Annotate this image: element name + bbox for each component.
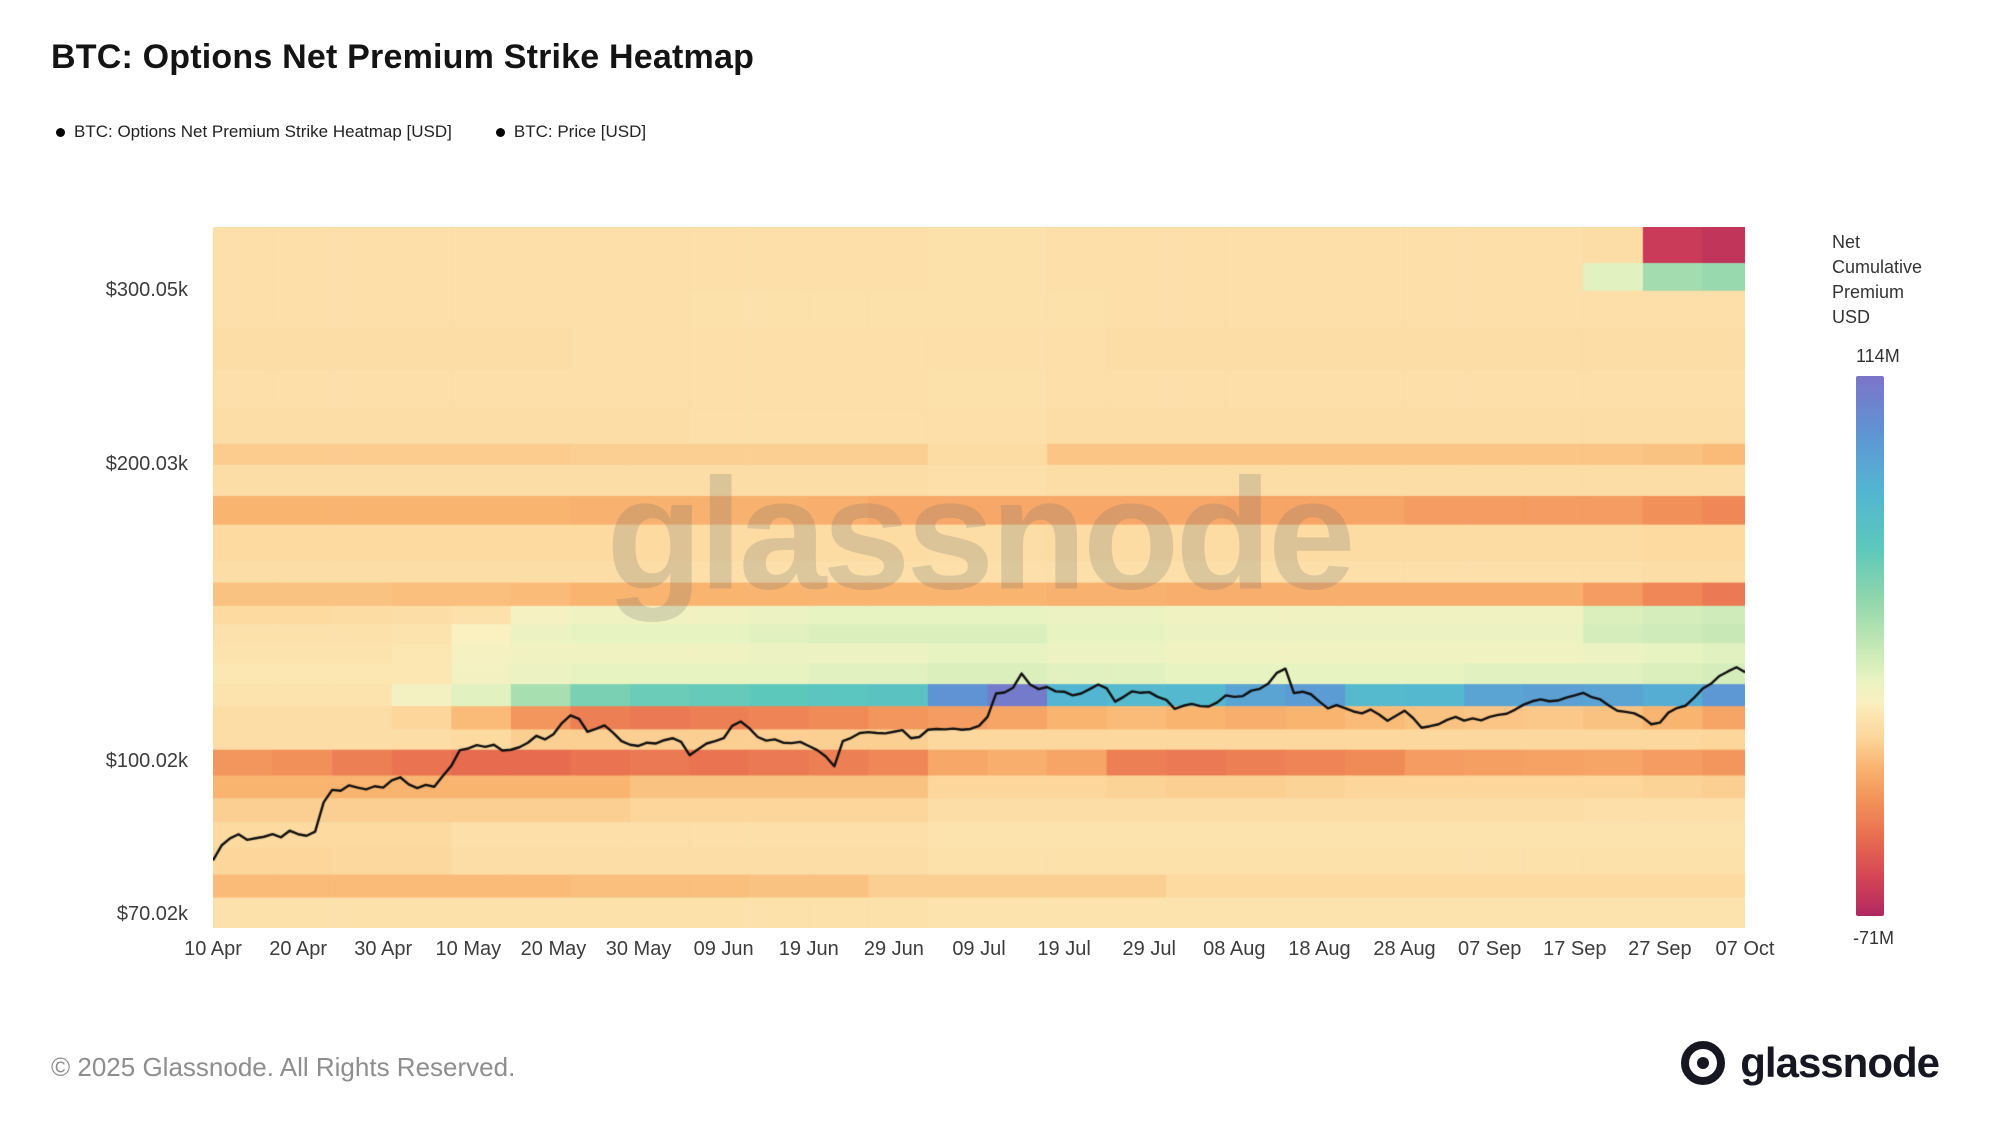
- x-tick-label: 20 Apr: [269, 938, 328, 960]
- x-tick-label: 07 Oct: [1715, 938, 1775, 960]
- legend-marker-icon: [495, 127, 505, 137]
- legend: BTC: Options Net Premium Strike Heatmap …: [56, 122, 646, 142]
- heatmap-canvas[interactable]: [213, 227, 1745, 928]
- colorbar-min-label: -71M: [1853, 928, 1895, 948]
- x-tick-label: 20 May: [520, 938, 587, 960]
- colorbar-title-line: Premium: [1832, 282, 1905, 302]
- plot-area: glassnode: [213, 227, 1745, 928]
- x-tick-label: 17 Sep: [1543, 938, 1607, 960]
- colorbar-title: Net Cumulative Premium USD: [1832, 230, 1922, 330]
- copyright: © 2025 Glassnode. All Rights Reserved.: [51, 1052, 516, 1082]
- legend-item-price[interactable]: BTC: Price [USD]: [495, 122, 647, 142]
- glassnode-wordmark: glassnode: [1740, 1039, 1940, 1086]
- colorbar-max-label: 114M: [1856, 346, 1900, 366]
- x-tick-label: 09 Jul: [952, 938, 1006, 960]
- colorbar-title-line: Cumulative: [1832, 257, 1923, 277]
- legend-item-heatmap[interactable]: BTC: Options Net Premium Strike Heatmap …: [56, 122, 452, 142]
- colorbar: [1856, 376, 1884, 916]
- x-tick-label: 09 Jun: [693, 938, 754, 960]
- x-tick-label: 29 Jul: [1122, 938, 1176, 960]
- legend-label-heatmap: BTC: Options Net Premium Strike Heatmap …: [74, 122, 452, 141]
- colorbar-title-line: USD: [1832, 307, 1871, 327]
- x-tick-label: 08 Aug: [1203, 938, 1266, 960]
- x-tick-label: 30 May: [605, 938, 672, 960]
- x-tick-label: 18 Aug: [1288, 938, 1351, 960]
- y-tick-label: $200.03k: [105, 452, 188, 475]
- x-tick-label: 19 Jun: [778, 938, 839, 960]
- legend-marker-icon: [56, 127, 65, 137]
- y-tick-label: $70.02k: [116, 903, 188, 926]
- x-tick-label: 10 May: [435, 938, 502, 960]
- glassnode-logo[interactable]: glassnode: [1678, 1038, 1940, 1088]
- y-tick-label: $100.02k: [105, 750, 188, 773]
- colorbar-title-line: Net: [1832, 232, 1861, 252]
- x-tick-label: 10 Apr: [184, 938, 242, 960]
- y-tick-label: $300.05k: [105, 278, 188, 301]
- x-tick-label: 07 Sep: [1457, 938, 1522, 960]
- x-tick-label: 28 Aug: [1373, 938, 1436, 960]
- page-title: BTC: Options Net Premium Strike Heatmap: [51, 38, 755, 76]
- glassnode-logo-icon: [1681, 1041, 1726, 1085]
- x-tick-label: 29 Jun: [863, 938, 924, 960]
- x-tick-label: 30 Apr: [354, 938, 413, 960]
- x-tick-label: 19 Jul: [1037, 938, 1091, 960]
- legend-label-price: BTC: Price [USD]: [513, 122, 647, 141]
- x-tick-label: 27 Sep: [1628, 938, 1692, 960]
